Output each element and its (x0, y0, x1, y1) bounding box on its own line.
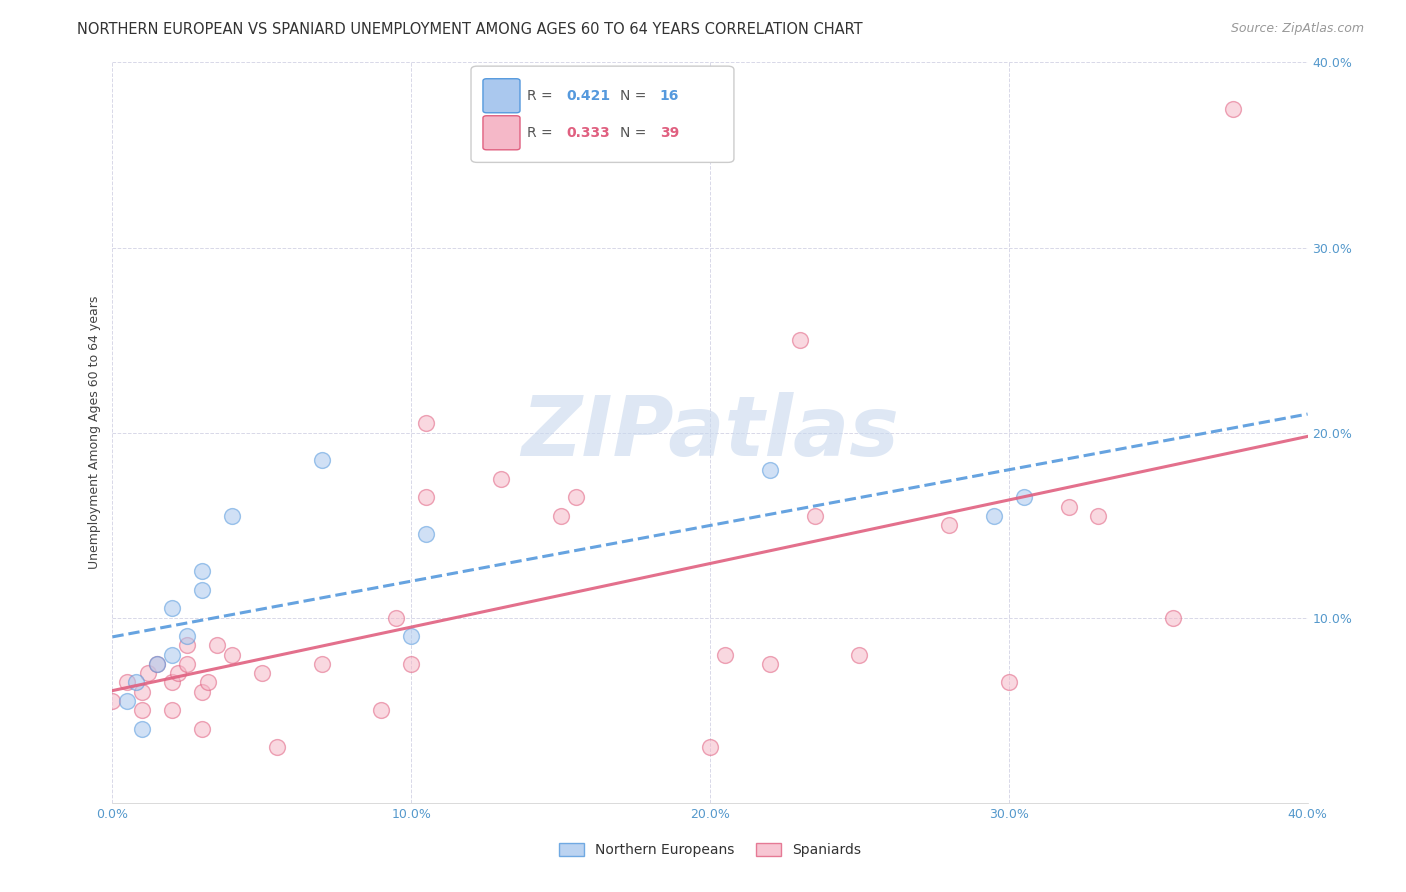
Point (131, 703, 153, 717)
Point (401, 629, 423, 643)
Y-axis label: Unemployment Among Ages 60 to 64 years: Unemployment Among Ages 60 to 64 years (89, 296, 101, 569)
Point (1012, 491, 1035, 505)
Text: 0.333: 0.333 (567, 126, 610, 140)
Point (938, 518, 960, 533)
FancyBboxPatch shape (471, 66, 734, 162)
Point (415, 491, 437, 505)
Point (131, 722, 153, 736)
Text: R =: R = (527, 126, 557, 140)
Point (1057, 500, 1080, 514)
Point (370, 703, 392, 717)
Point (131, 685, 153, 699)
Point (415, 417, 437, 431)
Point (803, 508, 825, 523)
Point (1222, 102, 1244, 116)
Point (176, 639, 198, 653)
Point (197, 675, 219, 690)
Point (191, 685, 214, 699)
Point (162, 601, 183, 615)
Point (162, 675, 183, 690)
Point (101, 694, 124, 708)
Point (489, 472, 512, 486)
Point (221, 648, 243, 662)
Point (550, 508, 572, 523)
Point (162, 703, 183, 717)
Point (176, 629, 198, 643)
Text: ZIPatlas: ZIPatlas (522, 392, 898, 473)
Point (311, 657, 333, 671)
Point (221, 508, 243, 523)
Text: NORTHERN EUROPEAN VS SPANIARD UNEMPLOYMENT AMONG AGES 60 TO 64 YEARS CORRELATION: NORTHERN EUROPEAN VS SPANIARD UNEMPLOYME… (77, 22, 863, 37)
Point (714, 648, 737, 662)
Point (138, 666, 160, 681)
Point (415, 527, 437, 541)
Point (266, 740, 288, 755)
Point (167, 666, 190, 681)
FancyBboxPatch shape (484, 116, 520, 150)
Point (176, 657, 198, 671)
Text: 0.421: 0.421 (567, 89, 610, 103)
Text: N =: N = (620, 126, 651, 140)
Text: N =: N = (620, 89, 651, 103)
Point (205, 639, 228, 653)
Point (191, 582, 214, 597)
Point (1161, 610, 1184, 624)
Point (146, 657, 169, 671)
Legend: Northern Europeans, Spaniards: Northern Europeans, Spaniards (554, 837, 866, 863)
Point (983, 508, 1005, 523)
Point (162, 648, 183, 662)
Point (191, 565, 214, 579)
Point (401, 657, 423, 671)
Text: Source: ZipAtlas.com: Source: ZipAtlas.com (1230, 22, 1364, 36)
Point (250, 666, 273, 681)
Point (117, 675, 139, 690)
Text: 16: 16 (659, 89, 679, 103)
Point (699, 740, 721, 755)
Point (146, 657, 169, 671)
Point (998, 675, 1021, 690)
Point (311, 453, 333, 467)
Point (848, 648, 870, 662)
Point (125, 675, 148, 690)
Point (1087, 508, 1109, 523)
Point (789, 333, 811, 347)
Text: R =: R = (527, 89, 557, 103)
Text: 39: 39 (659, 126, 679, 140)
Point (759, 657, 782, 671)
Point (117, 694, 139, 708)
FancyBboxPatch shape (484, 78, 520, 112)
Point (385, 610, 408, 624)
Point (759, 462, 782, 476)
Point (191, 722, 214, 736)
Point (564, 491, 586, 505)
